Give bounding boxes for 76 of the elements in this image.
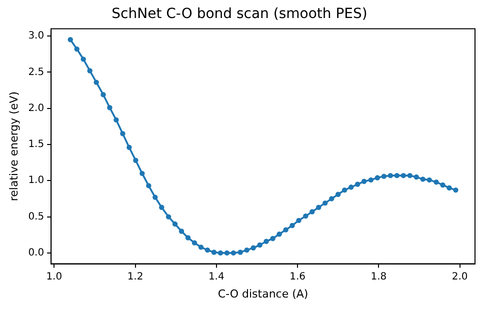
point: [310, 209, 315, 214]
point: [94, 80, 99, 85]
point: [204, 247, 210, 253]
point: [348, 184, 354, 190]
x-tick-label: 1.0: [46, 271, 62, 282]
point: [270, 236, 276, 242]
point: [290, 222, 295, 228]
point: [218, 250, 224, 256]
point: [114, 117, 119, 123]
x-tick-label: 2.0: [452, 271, 468, 282]
point: [159, 204, 164, 210]
point: [374, 175, 380, 180]
y-tick-label: 1.5: [28, 139, 44, 150]
point: [140, 170, 145, 176]
point: [388, 172, 394, 178]
point: [329, 196, 334, 202]
point: [192, 240, 198, 246]
point: [400, 172, 406, 178]
point: [107, 105, 112, 110]
x-tick-label: 1.2: [127, 271, 144, 282]
point: [368, 177, 374, 183]
point: [120, 131, 126, 136]
y-tick-label: 1.0: [28, 175, 44, 186]
point: [100, 92, 106, 98]
y-tick-label: 2.5: [28, 66, 44, 78]
point: [361, 178, 367, 184]
point: [166, 214, 172, 220]
point: [414, 174, 419, 180]
point: [407, 172, 412, 178]
point: [394, 172, 400, 178]
point: [230, 250, 236, 256]
point: [446, 185, 452, 190]
point: [381, 174, 387, 179]
point: [335, 192, 341, 197]
chart-title: SchNet C-O bond scan (smooth PES): [112, 6, 368, 22]
point: [426, 177, 432, 183]
point: [244, 247, 250, 253]
point: [354, 182, 360, 187]
point: [185, 235, 191, 240]
point: [74, 46, 80, 52]
point: [211, 250, 217, 255]
x-tick-label: 1.8: [370, 271, 387, 282]
point: [322, 200, 328, 206]
point: [276, 232, 282, 237]
point: [303, 213, 308, 219]
point: [434, 179, 439, 185]
point: [264, 238, 269, 244]
x-tick-label: 1.4: [208, 271, 224, 282]
point: [80, 56, 86, 62]
point: [198, 244, 204, 250]
y-tick-label: 2.0: [28, 102, 44, 114]
x-axis-title: C-O distance (A): [218, 287, 308, 300]
point: [250, 245, 256, 250]
y-tick-label: 0.5: [28, 211, 44, 222]
point: [420, 176, 426, 182]
x-tick-label: 1.6: [290, 271, 306, 282]
point: [440, 182, 446, 188]
y-tick-label: 3.0: [28, 30, 44, 42]
point: [172, 221, 178, 227]
point: [87, 68, 92, 74]
point: [68, 37, 73, 42]
point: [316, 204, 322, 210]
point: [342, 187, 348, 193]
point: [178, 228, 184, 234]
point: [133, 158, 138, 163]
y-tick-label: 0.0: [28, 248, 44, 259]
point: [146, 183, 152, 188]
point: [257, 242, 262, 248]
point: [126, 144, 132, 150]
point: [296, 218, 302, 224]
y-axis-title: relative energy (eV): [7, 91, 20, 202]
point: [152, 194, 158, 200]
point: [453, 187, 458, 193]
point: [224, 250, 230, 256]
point: [238, 250, 243, 255]
point: [283, 227, 288, 232]
